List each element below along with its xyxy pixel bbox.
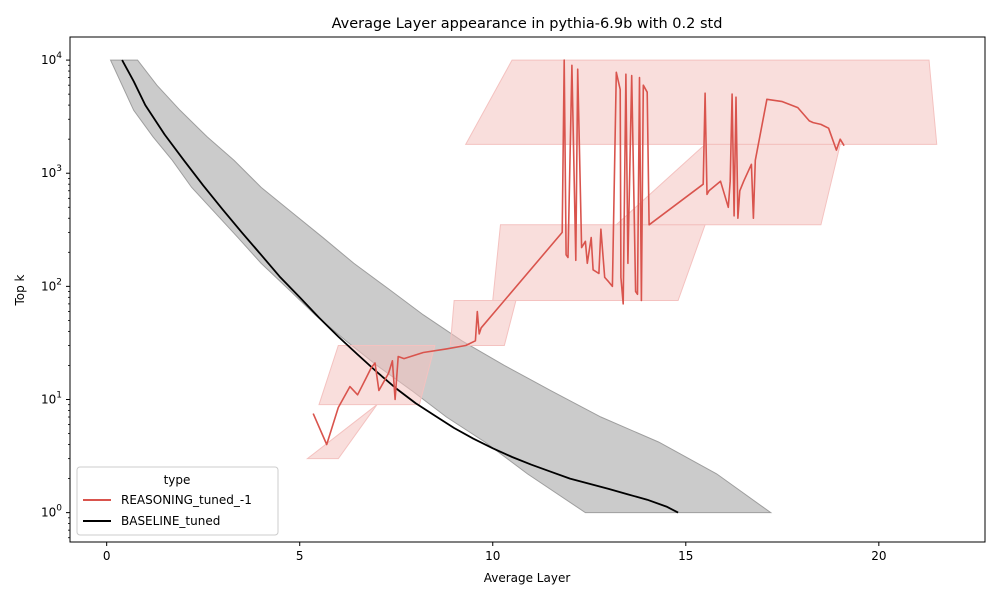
x-tick-label: 10 xyxy=(485,549,500,563)
x-axis-title: Average Layer xyxy=(484,571,571,585)
legend-label-baseline: BASELINE_tuned xyxy=(121,514,220,528)
y-tick-label: 103 xyxy=(41,164,62,180)
x-tick-label: 5 xyxy=(296,549,304,563)
legend-label-reasoning: REASONING_tuned_-1 xyxy=(121,493,252,507)
reasoning-confidence-band-3 xyxy=(449,299,517,347)
chart-title: Average Layer appearance in pythia-6.9b … xyxy=(332,16,723,32)
legend: type REASONING_tuned_-1 BASELINE_tuned xyxy=(76,466,279,536)
x-tick-label: 0 xyxy=(103,549,111,563)
y-axis-title: Top k xyxy=(13,274,27,306)
y-tick-label: 101 xyxy=(41,390,62,406)
reasoning-confidence-band-1 xyxy=(305,404,378,460)
reasoning-line xyxy=(312,59,845,446)
x-tick-label: 15 xyxy=(678,549,693,563)
plot-area xyxy=(109,59,938,514)
legend-box xyxy=(76,466,279,536)
y-axis: 100 101 102 103 104 xyxy=(41,51,70,539)
y-tick-label: 100 xyxy=(41,504,62,520)
plot-frame xyxy=(69,36,986,543)
x-tick-label: 20 xyxy=(871,549,886,563)
x-axis: 0 5 10 15 20 xyxy=(103,542,886,563)
baseline-confidence-band xyxy=(109,59,773,514)
y-tick-label: 104 xyxy=(41,51,62,67)
reasoning-confidence-band-6 xyxy=(464,59,938,145)
legend-title: type xyxy=(164,473,191,487)
y-tick-label: 102 xyxy=(41,277,62,293)
